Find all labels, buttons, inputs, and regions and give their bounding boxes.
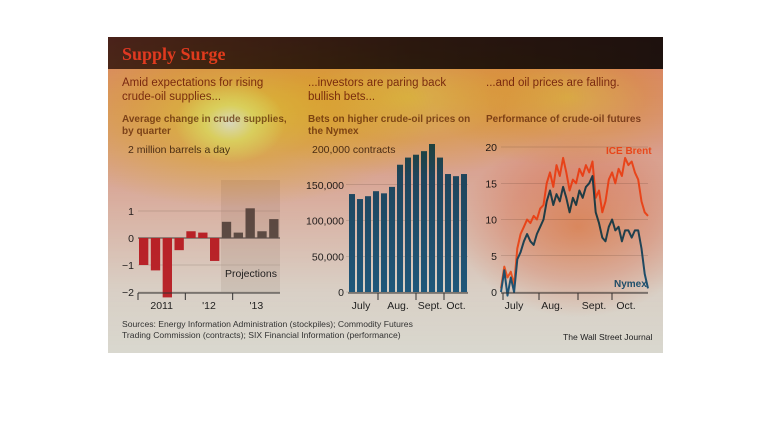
x-tick-label: Aug. bbox=[541, 300, 563, 312]
legend-brent: ICE Brent bbox=[606, 146, 652, 157]
y-tick-label: 15 bbox=[485, 178, 497, 190]
bar bbox=[429, 143, 435, 292]
bar bbox=[413, 154, 419, 292]
y-tick-label: −2 bbox=[122, 287, 134, 299]
x-tick-label: July bbox=[352, 300, 371, 312]
bar bbox=[174, 238, 184, 251]
credit-line: The Wall Street Journal bbox=[563, 332, 653, 342]
y-tick-label: 0 bbox=[128, 233, 134, 245]
bar bbox=[373, 191, 379, 292]
legend-nymex: Nymex bbox=[614, 279, 647, 290]
bar bbox=[162, 238, 172, 298]
bar bbox=[445, 174, 451, 292]
bar bbox=[381, 193, 387, 292]
panel-1-chart: Projections 1 0 −1 −2 2011 '12 '13 bbox=[122, 180, 280, 312]
sources-note: Sources: Energy Information Administrati… bbox=[122, 319, 413, 340]
bar bbox=[421, 151, 427, 292]
bar bbox=[453, 176, 459, 292]
x-tick-label: July bbox=[505, 300, 524, 312]
bar bbox=[245, 208, 255, 238]
bar bbox=[437, 157, 443, 292]
projections-label: Projections bbox=[225, 268, 277, 280]
bar bbox=[269, 219, 279, 238]
panel-3-chart: 20 15 10 5 0 July Aug. Sept. Oct. ICE Brent Nym… bbox=[485, 142, 652, 312]
bar bbox=[257, 231, 267, 238]
x-tick-label: Sept. bbox=[582, 300, 607, 312]
x-tick-label: Aug. bbox=[387, 300, 409, 312]
y-tick-label: 10 bbox=[485, 215, 497, 227]
bar bbox=[461, 174, 467, 292]
bar bbox=[405, 157, 411, 292]
bar bbox=[365, 196, 371, 292]
x-tick-label: 2011 bbox=[150, 300, 173, 312]
x-tick-label: Oct. bbox=[446, 300, 465, 312]
bar bbox=[198, 232, 208, 238]
y-tick-label: 20 bbox=[485, 142, 497, 154]
infographic: Supply Surge Amid expectations for risin… bbox=[108, 37, 663, 353]
bar bbox=[349, 194, 355, 292]
bar bbox=[139, 238, 149, 265]
panel-2-chart: 150,000 100,000 50,000 0 July Aug. Sept. Oct. bbox=[306, 143, 468, 312]
bar bbox=[357, 199, 363, 292]
bar bbox=[221, 221, 232, 238]
x-tick-label: '12 bbox=[202, 300, 216, 312]
charts-canvas: Projections 10−1−2 2011'12'13 150,000100… bbox=[122, 142, 652, 312]
y-tick-label: 50,000 bbox=[312, 251, 344, 263]
x-tick-label: '13 bbox=[249, 300, 263, 312]
y-tick-label: 0 bbox=[338, 287, 344, 299]
series-line bbox=[500, 156, 649, 289]
y-tick-label: 5 bbox=[491, 251, 497, 263]
bar bbox=[150, 238, 161, 271]
bar bbox=[397, 164, 403, 292]
x-tick-label: Oct. bbox=[616, 300, 635, 312]
y-tick-label: 150,000 bbox=[306, 180, 344, 192]
bar bbox=[233, 232, 243, 238]
bar bbox=[186, 231, 196, 238]
bar bbox=[389, 186, 395, 292]
y-tick-label: −1 bbox=[122, 260, 134, 272]
x-tick-label: Sept. bbox=[418, 300, 443, 312]
y-tick-label: 100,000 bbox=[306, 216, 344, 228]
bar bbox=[210, 238, 220, 261]
y-tick-label: 0 bbox=[491, 287, 497, 299]
y-tick-label: 1 bbox=[128, 206, 134, 218]
series-line bbox=[500, 175, 649, 297]
